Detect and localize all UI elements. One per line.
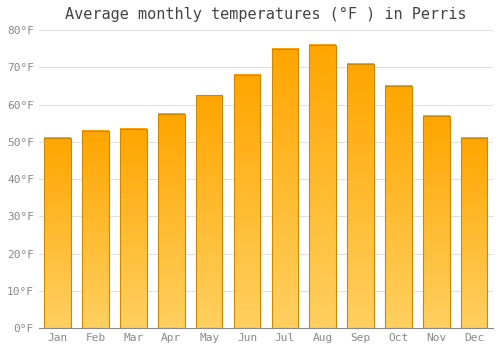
Bar <box>44 138 71 328</box>
Bar <box>423 116 450 328</box>
Bar <box>158 114 184 328</box>
Bar <box>234 75 260 328</box>
Bar <box>82 131 109 328</box>
Bar <box>461 138 487 328</box>
Bar <box>385 86 411 328</box>
Bar <box>348 64 374 328</box>
Bar <box>120 129 146 328</box>
Title: Average monthly temperatures (°F ) in Perris: Average monthly temperatures (°F ) in Pe… <box>65 7 466 22</box>
Bar <box>310 45 336 328</box>
Bar <box>272 49 298 328</box>
Bar <box>196 95 222 328</box>
